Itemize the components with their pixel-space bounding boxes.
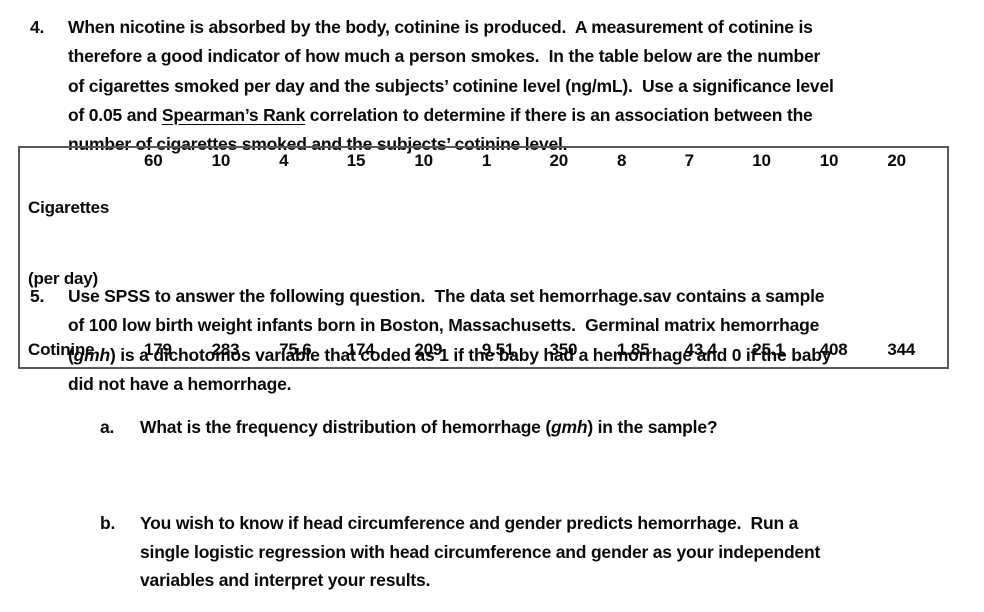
cotinine-value: 9.51 (481, 340, 515, 359)
question-5-number: 5. (30, 286, 45, 306)
cigarettes-value: 8 (617, 151, 627, 170)
cotinine-value: 75.6 (279, 340, 312, 359)
cotinine-value: 174 (346, 340, 375, 359)
question-5a: a. What is the frequency distribution of… (100, 413, 718, 442)
cigarettes-value: 20 (887, 151, 906, 170)
cotinine-label-cell: Cotinine (28, 340, 95, 359)
cigarettes-cotinine-table: Cigarettes (per day) 60 10 4 15 10 1 20 … (18, 146, 949, 369)
cigarettes-value: 7 (684, 151, 694, 170)
question-5-text: Use SPSS to answer the following questio… (68, 282, 831, 399)
question-5-line-2: of 100 low birth weight infants born in … (68, 315, 820, 336)
question-5-line-3-pre: ( (68, 344, 74, 365)
cigarettes-label-line-1: Cigarettes (28, 198, 110, 217)
cotinine-value: 1.85 (617, 340, 650, 359)
question-4-line-4-post: correlation to determine if there is an … (305, 104, 813, 125)
question-4-line-1: When nicotine is absorbed by the body, c… (68, 17, 813, 37)
question-5a-pre: What is the frequency distribution of he… (140, 417, 551, 437)
spearmans-rank-underlined: Spearman’s Rank (161, 104, 306, 125)
data-table: Cigarettes (per day) 60 10 4 15 10 1 20 … (18, 146, 949, 369)
question-5-line-3: (gmh) is a dichotomos variable that code… (68, 341, 831, 370)
question-5-line-1: Use SPSS to answer the following questio… (68, 286, 825, 306)
table-row-cigarettes: Cigarettes (per day) 60 10 4 15 10 1 20 … (19, 147, 948, 337)
question-5b-text: You wish to know if head circumference a… (140, 509, 820, 595)
question-4-line-4: of 0.05 and Spearman’s Rank correlation … (68, 101, 834, 130)
cigarettes-value: 10 (211, 151, 231, 170)
cotinine-value: 179 (144, 340, 172, 359)
question-5a-line-1: What is the frequency distribution of he… (140, 413, 718, 442)
cigarettes-value: 10 (414, 151, 433, 170)
gmh-italic: gmh (551, 417, 588, 437)
question-4-line-3: of cigarettes smoked per day and the sub… (68, 75, 834, 96)
question-4-line-2: therefore a good indicator of how much a… (68, 46, 821, 67)
cigarettes-label-cell: Cigarettes (per day) (19, 147, 137, 337)
question-5b-marker: b. (100, 513, 116, 533)
question-4-line-4-pre: of 0.05 and (68, 104, 162, 125)
question-5b-line-1: You wish to know if head circumference a… (140, 513, 799, 533)
table-row-cotinine: Cotinine 179 283 75.6 174 209 9.51 350 1… (19, 337, 948, 368)
cotinine-value: 209 (414, 340, 443, 359)
gmh-italic: gmh (73, 344, 111, 365)
question-4-line-5: number of cigarettes smoked and the subj… (68, 134, 568, 155)
question-4: 4. When nicotine is absorbed by the body… (30, 13, 834, 159)
question-5-line-4: did not have a hemorrhage. (68, 373, 292, 394)
question-4-number: 4. (30, 17, 45, 37)
question-5b-line-2: single logistic regression with head cir… (140, 541, 821, 562)
cotinine-value: 350 (549, 340, 578, 359)
cigarettes-value: 10 (752, 151, 771, 170)
cotinine-value: 408 (819, 340, 848, 359)
cotinine-value: 43.4 (684, 340, 717, 359)
question-5a-marker: a. (100, 417, 115, 437)
question-5: 5. Use SPSS to answer the following ques… (30, 282, 831, 399)
question-5b: b. You wish to know if head circumferenc… (100, 509, 820, 595)
question-5b-line-3: variables and interpret your results. (140, 570, 431, 591)
question-5-line-3-post: ) is a dichotomos variable that coded as… (109, 344, 832, 365)
question-5a-text: What is the frequency distribution of he… (140, 413, 718, 442)
cotinine-value: 344 (887, 340, 916, 359)
cigarettes-value: 10 (819, 151, 839, 170)
cigarettes-value: 1 (481, 151, 492, 170)
cigarettes-label-line-2: (per day) (28, 268, 98, 288)
question-5a-post: ) in the sample? (587, 417, 718, 437)
cigarettes-value: 60 (144, 151, 163, 170)
cotinine-value: 283 (211, 340, 240, 359)
cotinine-value: 25.1 (752, 340, 785, 359)
cigarettes-value: 15 (346, 151, 366, 170)
question-4-text: When nicotine is absorbed by the body, c… (68, 13, 834, 159)
cigarettes-value: 4 (279, 151, 289, 170)
cigarettes-value: 20 (549, 151, 568, 170)
